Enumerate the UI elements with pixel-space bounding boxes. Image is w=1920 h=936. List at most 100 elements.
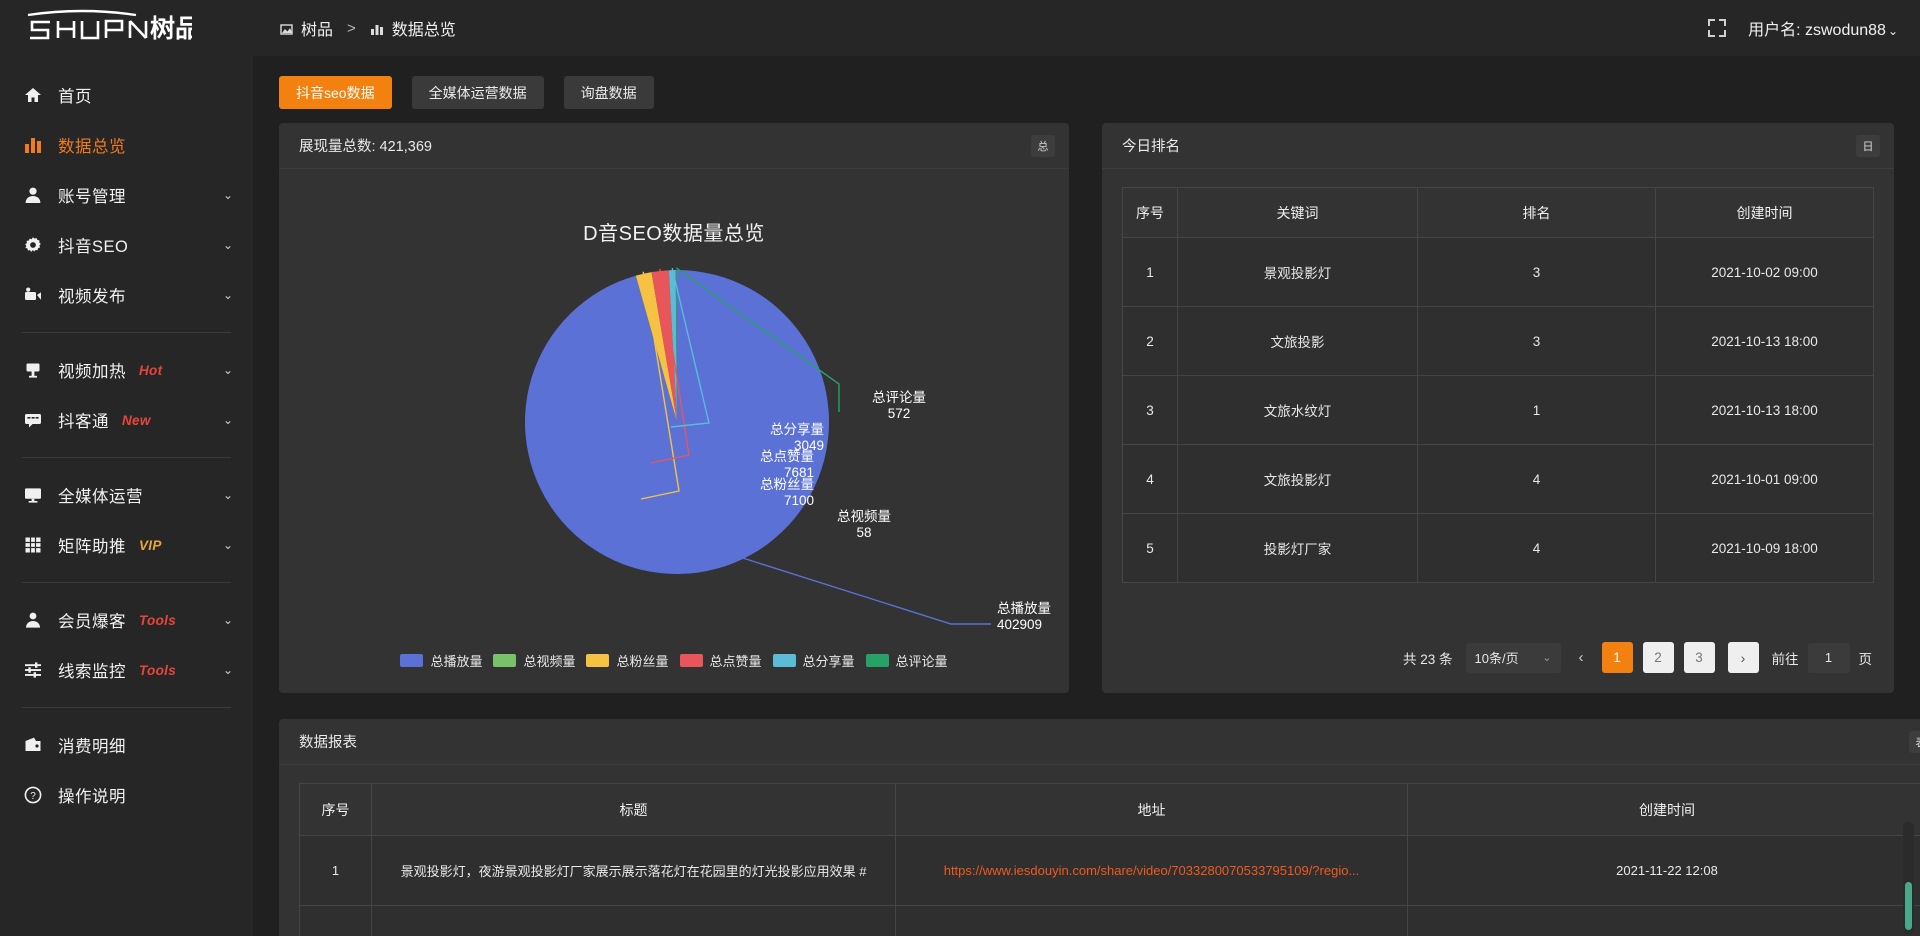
username-menu[interactable]: 用户名: zswodun88 ⌄ [1748,16,1898,40]
tab-0[interactable]: 抖音seo数据 [279,76,392,109]
sidebar-item-0[interactable]: 首页 [0,70,253,120]
report-table-header-row: 序号 标题 地址 创建时间 [299,783,1920,836]
pie-leader-5 [675,267,840,412]
legend-item-5[interactable]: 总评论量 [865,651,948,670]
sidebar-item-5[interactable]: 视频加热 Hot ⌄ [0,345,253,395]
sidebar-item-6[interactable]: 抖客通 New ⌄ [0,395,253,445]
top-bar-right: 用户名: zswodun88 ⌄ [1708,16,1898,40]
pie-label-name-2: 总粉丝量 [760,477,814,492]
sidebar-item-tag: New [122,412,151,428]
legend-item-2[interactable]: 总粉丝量 [586,651,669,670]
chevron-down-icon[interactable]: ⌄ [222,538,233,552]
fullscreen-icon[interactable] [1708,19,1727,37]
sidebar-item-9[interactable]: 会员爆客 Tools ⌄ [0,595,253,645]
breadcrumb-root-label: 树品 [301,22,334,39]
chevron-down-icon: ⌄ [1542,652,1552,664]
table-row[interactable]: 1 景观投影灯 3 2021-10-02 09:00 [1122,237,1874,307]
page-scrollbar[interactable] [1903,822,1914,934]
chevron-down-icon[interactable]: ⌄ [222,613,233,627]
rank-panel-badge[interactable]: 日 [1856,134,1880,157]
rank-cell-rank: 4 [1417,513,1656,583]
chevron-down-icon[interactable]: ⌄ [222,663,233,677]
legend-item-0[interactable]: 总播放量 [400,651,482,670]
video-url-link[interactable]: https://www.iesdouyin.com/share/video/70… [943,863,1360,878]
sidebar-item-11[interactable]: 消费明细 [0,720,253,770]
chevron-down-icon[interactable]: ⌄ [222,363,233,377]
chevron-down-icon[interactable]: ⌄ [222,188,233,202]
rank-pagination: 共 23 条 10条/页 ⌄ ‹ 123 › 前往 页 [1102,642,1894,673]
legend-item-1[interactable]: 总视频量 [493,651,575,670]
sidebar-item-12[interactable]: ? 操作说明 [0,770,253,820]
pagination-prev-button[interactable]: ‹ [1578,649,1584,666]
sidebar-item-tag: Tools [139,612,176,628]
chart-panel: 展现量总数: 421,369 总 D音SEO数据量总览 总播放量 402909 总视… [279,123,1069,693]
chart-panel-badge[interactable]: 总 [1031,134,1055,157]
rank-table-wrap: 序号 关键词 排名 创建时间 1 景观投影灯 3 2021-10-02 09:00 2 文旅投影… [1102,169,1894,583]
grid-icon [22,536,44,554]
brand-logo[interactable]: 树品 [0,0,253,56]
legend-item-4[interactable]: 总分享量 [772,651,855,670]
chevron-down-icon[interactable]: ⌄ [222,488,233,502]
pagination-jump-input[interactable] [1807,642,1850,673]
table-row[interactable]: 1 景观投影灯，夜游景观投影灯厂家展示展示落花灯在花园里的灯光投影应用效果 # ht… [299,835,1920,906]
pagination-next-button[interactable]: › [1727,642,1759,673]
rank-cell-keyword: 景观投影灯 [1177,237,1418,307]
sidebar-item-label: 首页 [58,88,92,106]
rank-table-body: 1 景观投影灯 3 2021-10-02 09:00 2 文旅投影 3 2021-10-13 … [1122,237,1874,583]
pagination-page-1[interactable]: 1 [1601,642,1633,673]
scrollbar-thumb[interactable] [1905,882,1912,930]
sidebar-item-7[interactable]: 全媒体运营 ⌄ [0,470,253,520]
page-size-select[interactable]: 10条/页 ⌄ [1465,642,1561,673]
pagination-page-2[interactable]: 2 [1642,642,1674,673]
breadcrumb-item-current[interactable]: 数据总览 [370,16,456,40]
sidebar-item-2[interactable]: 账号管理 ⌄ [0,170,253,220]
rank-panel-header: 今日排名 日 [1102,123,1894,169]
pie-leader-2 [640,271,680,500]
pie-slice-0[interactable] [524,270,829,574]
table-row[interactable] [299,905,1920,936]
sidebar-item-1[interactable]: 数据总览 [0,120,253,170]
breadcrumb-item-root[interactable]: 树品 [279,16,333,40]
sidebar-item-tag: VIP [139,537,162,553]
report-panel-badge[interactable]: 表 [1909,730,1920,753]
sidebar-item-8[interactable]: 矩阵助推 VIP ⌄ [0,520,253,570]
rank-cell-created: 2021-10-09 18:00 [1655,513,1874,583]
report-panel-title: 数据报表 [299,735,357,751]
chart-panel-header: 展现量总数: 421,369 总 [279,123,1069,169]
legend-swatch [586,654,610,667]
tab-1[interactable]: 全媒体运营数据 [411,76,544,109]
sidebar-item-10[interactable]: 线索监控 Tools ⌄ [0,645,253,695]
legend-label: 总粉丝量 [616,654,669,669]
chevron-down-icon[interactable]: ⌄ [222,413,233,427]
sidebar-item-3[interactable]: 抖音SEO ⌄ [0,220,253,270]
rank-cell-created: 2021-10-01 09:00 [1655,444,1874,514]
breadcrumb-separator: > [347,19,356,37]
pie-slice-2[interactable] [635,272,677,422]
pie-label-name-1: 总视频量 [837,509,891,524]
tab-2[interactable]: 询盘数据 [563,76,654,109]
pie-chart[interactable]: 总播放量 402909 总视频量 58 总粉丝量 7100 总点赞量 7681 总分享量 3049… [279,169,1069,639]
legend-item-3[interactable]: 总点赞量 [679,651,762,670]
table-row[interactable]: 3 文旅水纹灯 1 2021-10-13 18:00 [1122,375,1874,445]
pagination-jump-unit: 页 [1858,651,1873,667]
sidebar-item-4[interactable]: 视频发布 ⌄ [0,270,253,320]
rank-cell-created: 2021-10-13 18:00 [1655,375,1874,445]
pie-slice-3[interactable] [651,270,677,422]
pie-slice-4[interactable] [668,270,677,422]
pagination-page-3[interactable]: 3 [1683,642,1715,673]
chevron-down-icon[interactable]: ⌄ [222,238,233,252]
table-row[interactable]: 2 文旅投影 3 2021-10-13 18:00 [1122,306,1874,376]
page-size-value: 10条/页 [1474,651,1519,666]
table-row[interactable]: 4 文旅投影灯 4 2021-10-01 09:00 [1122,444,1874,514]
chevron-down-icon[interactable]: ⌄ [222,288,233,302]
table-row[interactable]: 5 投影灯厂家 4 2021-10-09 18:00 [1122,513,1874,583]
pie-slice-5[interactable] [675,270,677,422]
pie-leader-4 [670,267,710,428]
rank-cell-keyword: 文旅水纹灯 [1177,375,1418,445]
svg-text:?: ? [30,791,36,802]
chart-bar-icon [22,136,44,154]
video-upload-icon [22,286,44,304]
report-col-3: 创建时间 [1407,783,1920,836]
